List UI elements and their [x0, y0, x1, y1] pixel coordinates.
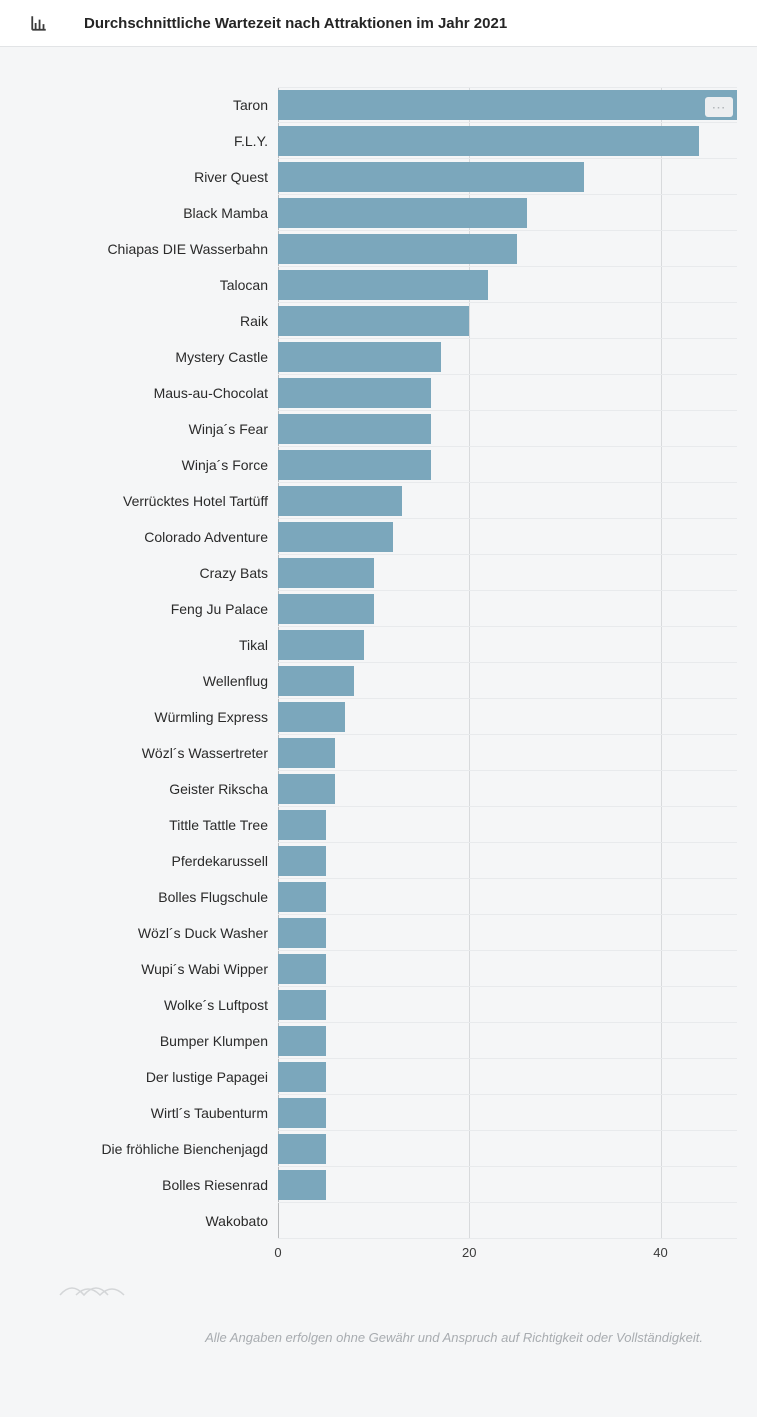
bar-label: Raik	[20, 313, 278, 329]
bar-chart-icon	[30, 14, 48, 32]
bar-label: Maus-au-Chocolat	[20, 385, 278, 401]
bar[interactable]	[278, 738, 335, 768]
bar-label: Tittle Tattle Tree	[20, 817, 278, 833]
bar-label: Talocan	[20, 277, 278, 293]
bar-label: Pferdekarussell	[20, 853, 278, 869]
bar[interactable]	[278, 270, 488, 300]
bar[interactable]	[278, 522, 393, 552]
x-tick-label: 0	[274, 1245, 281, 1260]
bar-label: Winja´s Force	[20, 457, 278, 473]
bar[interactable]	[278, 846, 326, 876]
bar[interactable]	[278, 1026, 326, 1056]
bar[interactable]	[278, 1134, 326, 1164]
bar[interactable]	[278, 666, 354, 696]
y-axis-labels: Taron F.L.Y. River Quest Black Mamba Chiapas…	[20, 87, 278, 1239]
bar[interactable]	[278, 486, 402, 516]
bar[interactable]	[278, 90, 737, 120]
bar-label: Geister Rikscha	[20, 781, 278, 797]
bar-label: Feng Ju Palace	[20, 601, 278, 617]
bar[interactable]	[278, 378, 431, 408]
bar[interactable]	[278, 234, 517, 264]
page-title: Durchschnittliche Wartezeit nach Attrakt…	[84, 15, 507, 32]
bar-label: Mystery Castle	[20, 349, 278, 365]
bar-label: Wözl´s Duck Washer	[20, 925, 278, 941]
header: Durchschnittliche Wartezeit nach Attrakt…	[0, 0, 757, 47]
bar-label: Wupi´s Wabi Wipper	[20, 961, 278, 977]
bar[interactable]	[278, 162, 584, 192]
bar-label: Wirtl´s Taubenturm	[20, 1105, 278, 1121]
bar[interactable]	[278, 954, 326, 984]
bar[interactable]	[278, 990, 326, 1020]
bar-label: Taron	[20, 97, 278, 113]
wave-logo-icon	[58, 1277, 148, 1301]
bar[interactable]	[278, 1062, 326, 1092]
bar[interactable]	[278, 630, 364, 660]
bar[interactable]	[278, 594, 374, 624]
bar[interactable]	[278, 918, 326, 948]
bar-label: River Quest	[20, 169, 278, 185]
bar[interactable]	[278, 306, 469, 336]
bar-label: Chiapas DIE Wasserbahn	[20, 241, 278, 257]
bar-label: Tikal	[20, 637, 278, 653]
bar-label: Winja´s Fear	[20, 421, 278, 437]
bar-label: Der lustige Papagei	[20, 1069, 278, 1085]
x-tick-label: 20	[462, 1245, 476, 1260]
bar[interactable]	[278, 558, 374, 588]
bar-label: Wellenflug	[20, 673, 278, 689]
bar-label: Colorado Adventure	[20, 529, 278, 545]
bar[interactable]	[278, 198, 527, 228]
bar-label: Verrücktes Hotel Tartüff	[20, 493, 278, 509]
footer: Alle Angaben erfolgen ohne Gewähr und An…	[20, 1267, 737, 1385]
disclaimer-text: Alle Angaben erfolgen ohne Gewähr und An…	[40, 1330, 717, 1345]
x-tick-label: 40	[653, 1245, 667, 1260]
bar-label: Wözl´s Wassertreter	[20, 745, 278, 761]
bar-chart: Taron F.L.Y. River Quest Black Mamba Chiapas…	[20, 87, 737, 1239]
chart-container: ⋯ Taron F.L.Y. River Quest Black Mamba Chiap…	[0, 47, 757, 1395]
bar-label: Black Mamba	[20, 205, 278, 221]
bar-label: Würmling Express	[20, 709, 278, 725]
bar-label: Bolles Flugschule	[20, 889, 278, 905]
bar[interactable]	[278, 1098, 326, 1128]
bar-label: Crazy Bats	[20, 565, 278, 581]
bar-label: Wolke´s Luftpost	[20, 997, 278, 1013]
bar-label: Wakobato	[20, 1213, 278, 1229]
bar[interactable]	[278, 450, 431, 480]
bar[interactable]	[278, 342, 441, 372]
bar-label: Bolles Riesenrad	[20, 1177, 278, 1193]
bar[interactable]	[278, 810, 326, 840]
bar-label: F.L.Y.	[20, 133, 278, 149]
bar[interactable]	[278, 126, 699, 156]
bar-label: Die fröhliche Bienchenjagd	[20, 1141, 278, 1157]
bar-label: Bumper Klumpen	[20, 1033, 278, 1049]
more-options-button[interactable]: ⋯	[705, 97, 733, 117]
bar[interactable]	[278, 1170, 326, 1200]
plot-area	[278, 87, 737, 1239]
bar[interactable]	[278, 702, 345, 732]
bar[interactable]	[278, 774, 335, 804]
bar[interactable]	[278, 882, 326, 912]
x-axis: 02040	[278, 1239, 737, 1267]
bar[interactable]	[278, 414, 431, 444]
